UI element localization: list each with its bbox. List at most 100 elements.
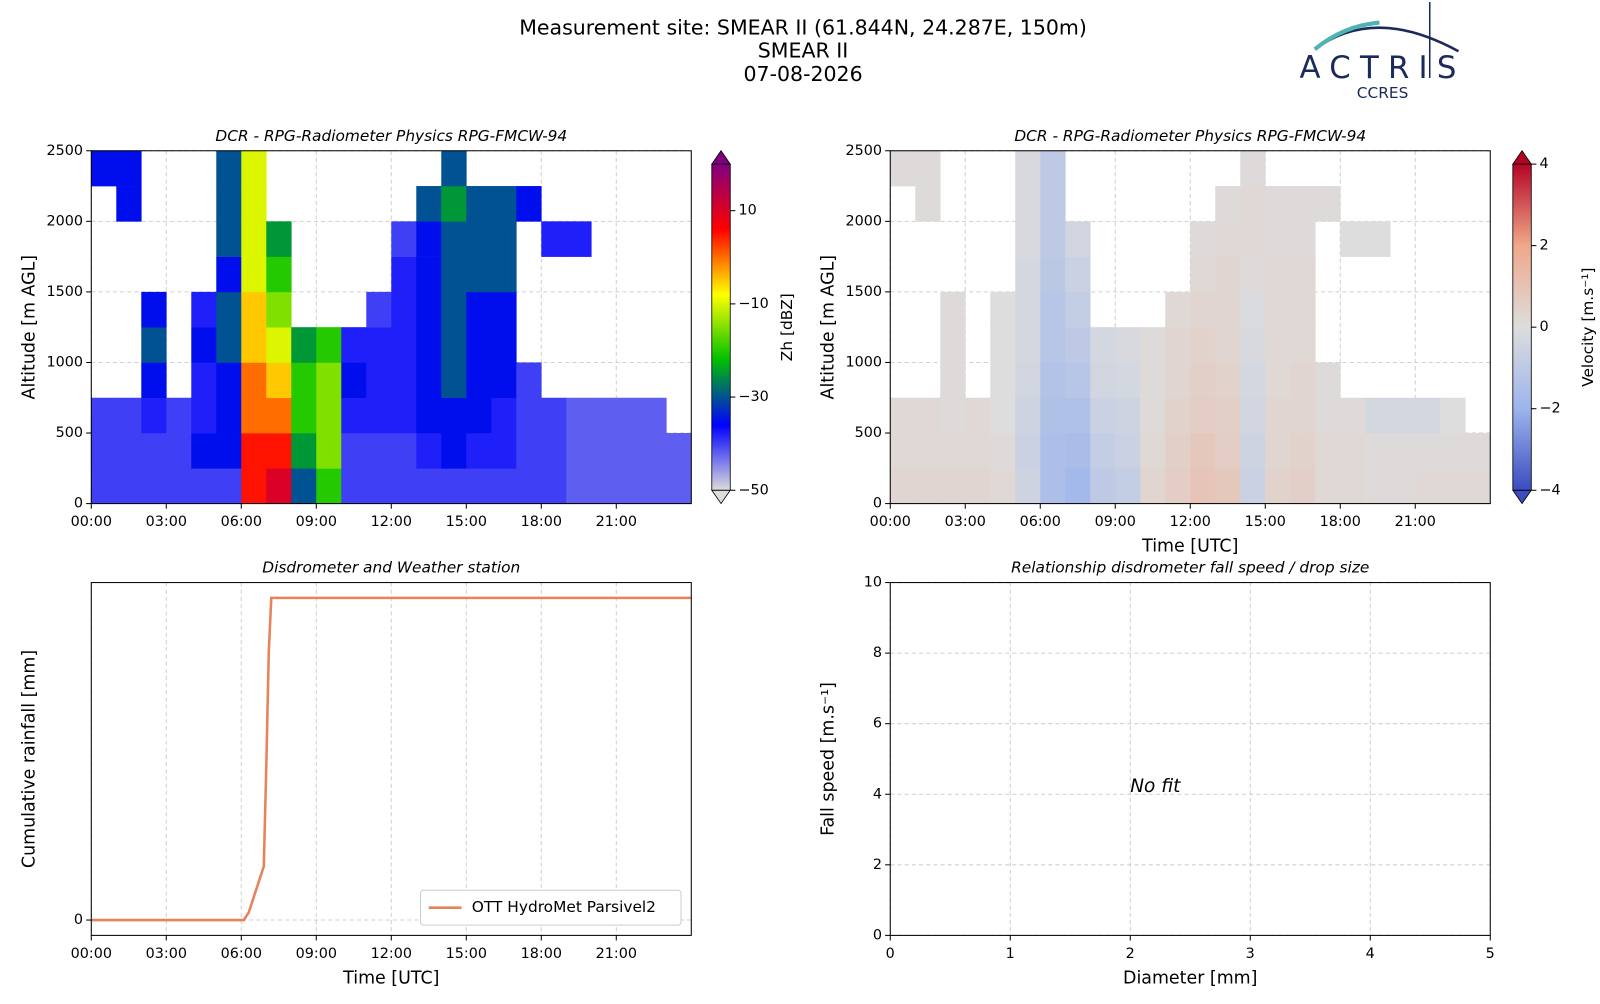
- colorbar-tick-label: 10: [738, 203, 756, 219]
- heatmap-cell: [291, 362, 317, 399]
- heatmap-cell: [91, 150, 117, 187]
- heatmap-cell: [1365, 468, 1391, 504]
- heatmap-cell: [1015, 397, 1041, 434]
- heatmap-cell: [216, 362, 242, 399]
- heatmap-cell: [441, 433, 467, 469]
- heatmap-cell: [915, 150, 941, 187]
- heatmap-cell: [1065, 291, 1091, 328]
- heatmap-cell: [1190, 397, 1216, 434]
- heatmap-cell: [191, 397, 217, 434]
- colorbar-tick-label: 0: [1539, 319, 1548, 335]
- heatmap-cell: [1215, 256, 1241, 293]
- x-tick-label: 12:00: [371, 514, 412, 530]
- annotation: No fit: [1130, 776, 1181, 797]
- heatmap-cell: [1015, 468, 1041, 504]
- heatmap-cell: [441, 327, 467, 363]
- heatmap-cell: [1165, 327, 1191, 363]
- heatmap-cell: [940, 291, 966, 328]
- heatmap-cell: [965, 433, 991, 469]
- legend-label: OTT HydroMet Parsivel2: [472, 898, 656, 916]
- heatmap-cell: [416, 362, 442, 399]
- heatmap-cell: [166, 433, 192, 469]
- heatmap-cell: [1240, 256, 1266, 293]
- heatmap-cell: [166, 468, 192, 504]
- heatmap-cell: [1390, 397, 1416, 434]
- logo-name: ACTRIS: [1300, 50, 1466, 86]
- heatmap-cell: [391, 291, 417, 328]
- x-tick-label: 4: [1366, 946, 1375, 962]
- heatmap-cell: [566, 221, 592, 257]
- heatmap-cell: [266, 433, 292, 469]
- heatmap-cell: [291, 468, 317, 504]
- heatmap-cell: [1290, 221, 1316, 257]
- panel-title: Relationship disdrometer fall speed / dr…: [1011, 559, 1369, 577]
- heatmap-cell: [1040, 397, 1066, 434]
- x-tick-label: 09:00: [1095, 514, 1136, 530]
- heatmap-cell: [516, 433, 542, 469]
- heatmap-cell: [1065, 362, 1091, 399]
- heatmap-cell: [1215, 468, 1241, 504]
- heatmap-cell: [466, 397, 492, 434]
- y-tick-label: 0: [873, 496, 882, 512]
- heatmap-cell: [491, 327, 517, 363]
- heatmap-cell: [990, 433, 1016, 469]
- heatmap-cell: [491, 433, 517, 469]
- heatmap-cell: [541, 433, 567, 469]
- heatmap-cell: [890, 397, 916, 434]
- heatmap-cell: [366, 397, 392, 434]
- heatmap-cell: [266, 221, 292, 257]
- colorbar-tick-label: −2: [1539, 401, 1560, 417]
- x-tick-label: 15:00: [1245, 514, 1286, 530]
- heatmap-cell: [141, 397, 167, 434]
- heatmap-cell: [466, 327, 492, 363]
- heatmap-cell: [116, 397, 142, 434]
- heatmap-cell: [940, 433, 966, 469]
- heatmap-cell: [940, 327, 966, 363]
- heatmap-cell: [566, 397, 592, 434]
- colorbar-extend: [711, 489, 732, 505]
- colorbar-extend: [1512, 489, 1533, 505]
- heatmap-cell: [1015, 256, 1041, 293]
- y-tick-label: 0: [74, 496, 83, 512]
- heatmap-cell: [391, 433, 417, 469]
- heatmap-cell: [341, 433, 367, 469]
- heatmap-cell: [1415, 397, 1441, 434]
- heatmap-cell: [216, 291, 242, 328]
- heatmap-cell: [241, 186, 267, 222]
- heatmap-cell: [1240, 327, 1266, 363]
- heatmap-cell: [1040, 256, 1066, 293]
- heatmap-cell: [1090, 433, 1116, 469]
- heatmap-cell: [266, 327, 292, 363]
- x-tick-label: 21:00: [596, 946, 637, 962]
- heatmap-cell: [1290, 327, 1316, 363]
- heatmap-cell: [241, 150, 267, 187]
- heatmap-cell: [1265, 397, 1291, 434]
- heatmap-cell: [541, 468, 567, 504]
- heatmap-cell: [491, 221, 517, 257]
- heatmap-cell: [416, 433, 442, 469]
- heatmap-cell: [1465, 468, 1491, 504]
- heatmap-cell: [291, 327, 317, 363]
- heatmap-cell: [341, 397, 367, 434]
- heatmap-cell: [466, 256, 492, 293]
- y-tick-label: 0: [873, 927, 882, 943]
- heatmap-cell: [1315, 186, 1341, 222]
- heatmap-cell: [1065, 397, 1091, 434]
- heatmap-cell: [1165, 433, 1191, 469]
- heatmap-cell: [191, 362, 217, 399]
- heatmap-cell: [641, 433, 667, 469]
- heatmap-cell: [241, 221, 267, 257]
- heatmap-cell: [1265, 433, 1291, 469]
- heatmap-cell: [1015, 186, 1041, 222]
- heatmap-cell: [1040, 362, 1066, 399]
- heatmap-cell: [965, 397, 991, 434]
- y-axis-label: Altitude [m AGL]: [819, 255, 839, 400]
- heatmap-cell: [1190, 256, 1216, 293]
- colorbar-frame: [711, 163, 731, 491]
- heatmap-cell: [1215, 186, 1241, 222]
- y-axis-label: Altitude [m AGL]: [20, 255, 40, 400]
- heatmap-cell: [441, 468, 467, 504]
- header-line: SMEAR II: [758, 38, 849, 62]
- heatmap-cell: [1165, 468, 1191, 504]
- heatmap-cell: [641, 468, 667, 504]
